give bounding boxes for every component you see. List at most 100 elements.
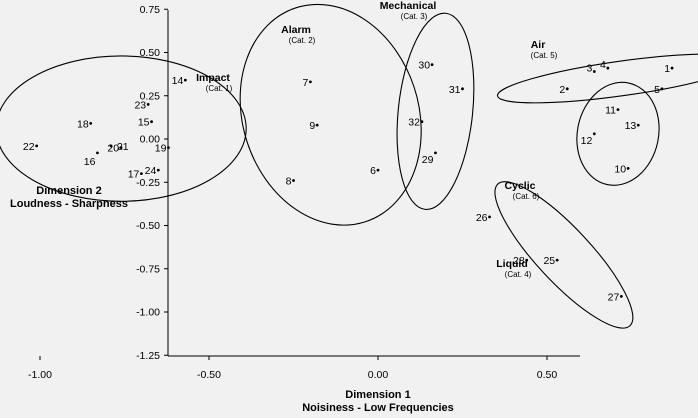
data-point-label-6: 6 xyxy=(370,165,376,177)
data-point-label-4: 4 xyxy=(600,59,606,71)
cluster-label-liquid: Liquid xyxy=(496,258,528,270)
data-point-28 xyxy=(525,258,529,262)
data-point-6 xyxy=(376,168,380,172)
data-point-label-1: 1 xyxy=(664,63,670,75)
data-point-label-24: 24 xyxy=(145,165,157,177)
data-point-label-22: 22 xyxy=(23,141,35,153)
data-point-label-25: 25 xyxy=(543,255,555,267)
y-tick-label: -0.75 xyxy=(136,263,160,275)
alarm-ellipse xyxy=(239,3,422,226)
y-axis-label-line-2: Loudness - Sharpness xyxy=(10,198,128,210)
data-point-14 xyxy=(183,78,187,82)
data-point-label-26: 26 xyxy=(476,212,488,224)
data-point-9 xyxy=(315,123,319,127)
data-point-17 xyxy=(140,172,143,176)
data-point-label-14: 14 xyxy=(172,75,184,87)
data-point-31 xyxy=(461,87,464,91)
data-point-label-3: 3 xyxy=(586,63,592,75)
cyclic-ellipse xyxy=(576,81,660,186)
data-point-label-23: 23 xyxy=(134,99,146,111)
data-point-22 xyxy=(35,144,39,148)
data-point-label-31: 31 xyxy=(449,84,461,96)
data-point-label-32: 32 xyxy=(408,117,420,129)
mechanical-ellipse xyxy=(396,12,475,211)
data-point-label-27: 27 xyxy=(608,291,620,303)
x-axis-label-line-2: Noisiness - Low Frequencies xyxy=(302,402,454,414)
x-tick-label: -1.00 xyxy=(28,369,52,381)
data-point-27 xyxy=(619,295,623,298)
data-point-label-19: 19 xyxy=(155,143,167,155)
y-tick-label: 0.25 xyxy=(140,90,161,102)
x-axis-label-line-1: Dimension 1 xyxy=(345,389,411,401)
y-tick-label: -0.50 xyxy=(136,220,160,232)
data-point-label-12: 12 xyxy=(581,135,593,147)
data-point-32 xyxy=(420,120,424,124)
y-tick-label: -1.00 xyxy=(136,307,160,319)
data-point-label-28: 28 xyxy=(513,255,525,267)
data-point-12 xyxy=(592,132,596,136)
data-point-5 xyxy=(660,87,664,91)
cluster-category-mechanical: (Cat. 3) xyxy=(401,12,428,21)
liquid-ellipse xyxy=(494,181,634,329)
data-point-23 xyxy=(146,103,150,106)
data-point-7 xyxy=(309,80,312,84)
data-point-21 xyxy=(109,144,113,148)
x-axis-label: Dimension 1 Noisiness - Low Frequencies xyxy=(250,389,506,415)
data-point-10 xyxy=(626,167,630,170)
data-point-13 xyxy=(636,123,640,127)
y-tick-label: 0.50 xyxy=(140,47,161,59)
x-tick-label: 0.00 xyxy=(368,369,389,381)
data-point-3 xyxy=(592,70,596,73)
data-point-15 xyxy=(150,120,153,124)
data-point-4 xyxy=(606,66,610,70)
data-point-8 xyxy=(292,179,295,182)
data-point-label-18: 18 xyxy=(77,118,89,130)
x-tick-label: 0.50 xyxy=(537,369,558,381)
cluster-category-cyclic: (Cat. 6) xyxy=(513,192,540,201)
data-point-30 xyxy=(430,63,434,67)
data-point-label-9: 9 xyxy=(309,120,315,132)
data-point-label-2: 2 xyxy=(559,84,565,96)
data-point-label-13: 13 xyxy=(625,120,637,132)
data-point-20 xyxy=(119,146,123,150)
cluster-category-liquid: (Cat. 4) xyxy=(505,270,532,279)
data-point-11 xyxy=(616,108,620,111)
data-point-label-30: 30 xyxy=(418,60,430,72)
cluster-category-air: (Cat. 5) xyxy=(531,51,558,60)
cluster-category-impact: (Cat. 1) xyxy=(206,84,233,93)
data-point-24 xyxy=(156,168,160,172)
cluster-label-impact: Impact xyxy=(196,72,230,84)
data-point-label-8: 8 xyxy=(286,176,292,188)
y-tick-label: -1.25 xyxy=(136,350,160,362)
data-point-label-20: 20 xyxy=(107,143,119,155)
data-point-1 xyxy=(670,66,674,70)
cluster-label-cyclic: Cyclic xyxy=(505,180,536,192)
data-point-label-5: 5 xyxy=(654,84,660,96)
data-point-label-11: 11 xyxy=(605,105,616,117)
data-point-25 xyxy=(555,258,559,262)
data-point-26 xyxy=(488,215,491,219)
y-tick-label: 0.75 xyxy=(140,4,161,16)
data-point-18 xyxy=(89,122,93,125)
y-tick-label: 0.00 xyxy=(140,134,161,146)
cluster-label-alarm: Alarm xyxy=(281,24,311,36)
data-point-16 xyxy=(96,151,99,155)
data-point-label-17: 17 xyxy=(128,169,140,181)
data-point-label-7: 7 xyxy=(303,77,309,89)
data-point-29 xyxy=(434,151,437,155)
y-tick-label: -0.25 xyxy=(136,177,160,189)
impact-ellipse xyxy=(0,55,247,202)
data-point-2 xyxy=(565,87,569,91)
data-point-label-16: 16 xyxy=(84,156,96,168)
y-axis-label: Dimension 2 Loudness - Sharpness xyxy=(4,185,134,211)
x-tick-label: -0.50 xyxy=(197,369,221,381)
y-axis-label-line-1: Dimension 2 xyxy=(36,185,102,197)
data-point-label-29: 29 xyxy=(422,154,434,166)
data-point-label-21: 21 xyxy=(117,141,129,153)
data-point-label-15: 15 xyxy=(138,117,150,129)
cluster-label-air: Air xyxy=(531,39,546,51)
cluster-label-mechanical: Mechanical xyxy=(380,0,437,12)
data-point-19 xyxy=(167,146,170,150)
cluster-category-alarm: (Cat. 2) xyxy=(289,36,316,45)
